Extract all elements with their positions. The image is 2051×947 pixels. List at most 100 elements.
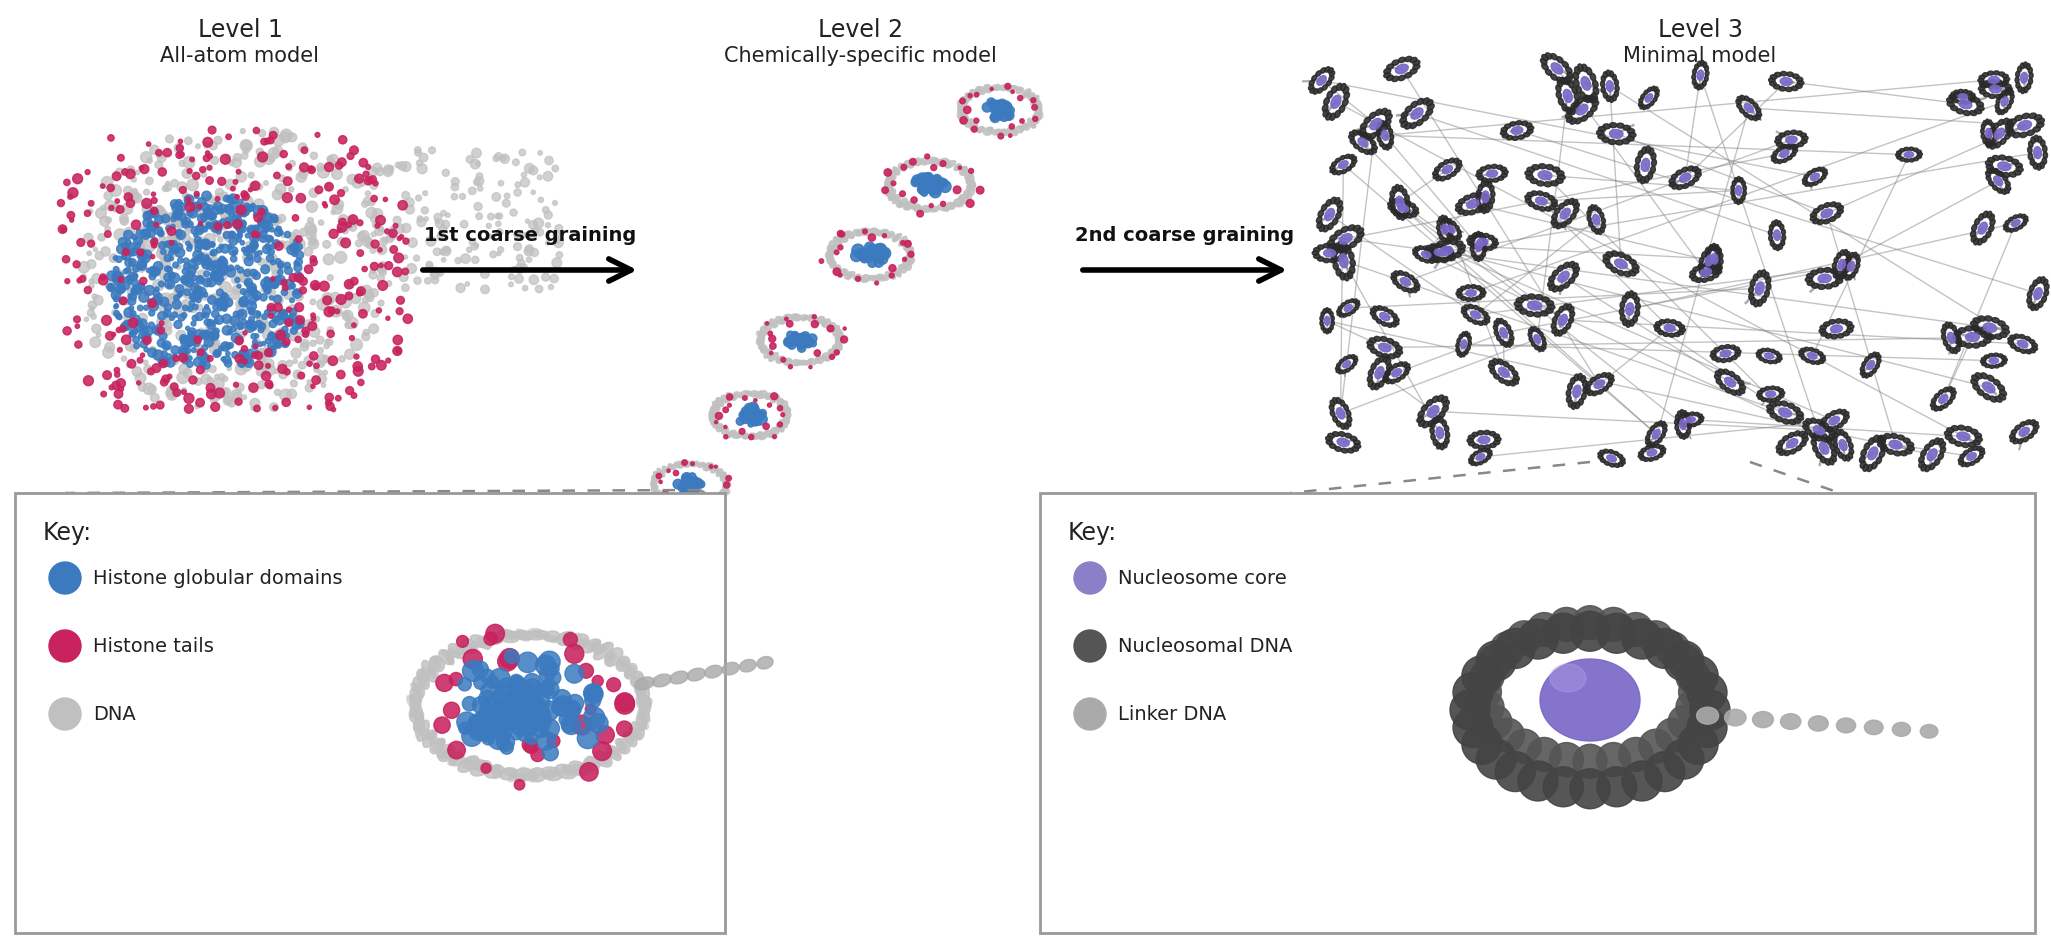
Ellipse shape [1477, 454, 1485, 460]
Ellipse shape [1780, 401, 1788, 406]
Ellipse shape [1458, 248, 1464, 254]
Circle shape [164, 310, 170, 317]
Circle shape [851, 250, 861, 261]
Ellipse shape [829, 350, 835, 355]
Ellipse shape [1819, 325, 1827, 330]
Circle shape [1491, 718, 1524, 752]
Circle shape [359, 302, 369, 313]
Ellipse shape [1403, 272, 1409, 277]
Circle shape [178, 348, 189, 357]
Circle shape [880, 253, 886, 259]
Circle shape [203, 313, 209, 318]
Circle shape [293, 272, 304, 281]
Circle shape [154, 350, 162, 360]
Circle shape [217, 261, 228, 271]
Ellipse shape [607, 745, 621, 760]
Ellipse shape [1778, 159, 1782, 164]
Circle shape [211, 264, 219, 272]
Circle shape [513, 706, 533, 726]
Ellipse shape [1670, 320, 1676, 324]
Circle shape [351, 323, 357, 328]
Circle shape [201, 167, 207, 171]
Circle shape [527, 698, 548, 718]
Ellipse shape [1343, 87, 1350, 94]
Circle shape [113, 272, 121, 281]
Circle shape [236, 195, 240, 199]
Circle shape [135, 229, 142, 235]
Circle shape [289, 274, 297, 282]
Ellipse shape [2000, 394, 2006, 400]
Ellipse shape [449, 651, 459, 657]
Circle shape [57, 225, 68, 233]
Ellipse shape [1682, 168, 1688, 172]
Ellipse shape [1553, 213, 1557, 220]
Ellipse shape [2028, 434, 2035, 438]
Ellipse shape [1846, 455, 1850, 461]
Circle shape [931, 183, 941, 192]
Ellipse shape [644, 698, 652, 708]
Ellipse shape [1536, 329, 1540, 333]
Circle shape [154, 223, 158, 230]
Circle shape [217, 208, 224, 215]
Ellipse shape [835, 330, 843, 341]
Ellipse shape [1766, 404, 1774, 410]
Ellipse shape [718, 400, 724, 405]
Circle shape [275, 226, 281, 232]
Ellipse shape [1540, 311, 1549, 316]
Ellipse shape [1555, 330, 1559, 336]
Circle shape [285, 333, 289, 338]
Circle shape [113, 270, 123, 280]
Ellipse shape [763, 348, 771, 358]
Ellipse shape [658, 491, 660, 494]
Circle shape [195, 207, 203, 217]
Ellipse shape [1979, 328, 1985, 332]
Ellipse shape [1729, 345, 1735, 349]
Ellipse shape [1989, 225, 1994, 232]
Circle shape [199, 362, 205, 366]
Ellipse shape [1983, 323, 1998, 332]
Ellipse shape [712, 402, 720, 411]
Circle shape [425, 277, 431, 284]
Circle shape [351, 393, 357, 399]
Circle shape [117, 314, 123, 320]
Ellipse shape [1598, 229, 1602, 235]
Circle shape [310, 237, 316, 242]
Ellipse shape [1803, 136, 1809, 140]
Circle shape [117, 205, 123, 213]
Ellipse shape [607, 654, 613, 666]
Ellipse shape [1651, 442, 1655, 447]
Ellipse shape [937, 159, 946, 164]
Circle shape [517, 726, 533, 742]
Circle shape [213, 319, 219, 324]
Circle shape [117, 277, 123, 282]
Ellipse shape [1382, 356, 1389, 363]
Circle shape [349, 215, 357, 224]
Ellipse shape [904, 160, 915, 168]
Ellipse shape [1337, 420, 1341, 427]
Ellipse shape [1389, 203, 1393, 206]
Circle shape [767, 403, 771, 407]
Ellipse shape [1696, 278, 1702, 282]
Ellipse shape [1401, 287, 1407, 292]
Ellipse shape [1510, 335, 1514, 341]
Circle shape [254, 156, 265, 167]
Circle shape [217, 277, 224, 282]
Circle shape [498, 246, 505, 253]
Ellipse shape [1528, 126, 1534, 131]
Circle shape [917, 185, 927, 194]
Ellipse shape [1403, 370, 1409, 375]
Ellipse shape [1961, 442, 1969, 448]
Circle shape [133, 337, 139, 344]
Ellipse shape [892, 170, 896, 175]
Circle shape [689, 484, 699, 493]
Ellipse shape [1827, 438, 1832, 445]
Circle shape [213, 330, 217, 334]
Circle shape [263, 341, 267, 346]
Ellipse shape [1721, 384, 1725, 389]
Circle shape [127, 294, 133, 298]
Ellipse shape [1770, 386, 1776, 389]
Circle shape [222, 224, 228, 230]
Ellipse shape [1323, 243, 1329, 248]
Ellipse shape [876, 230, 888, 236]
Circle shape [211, 249, 217, 256]
